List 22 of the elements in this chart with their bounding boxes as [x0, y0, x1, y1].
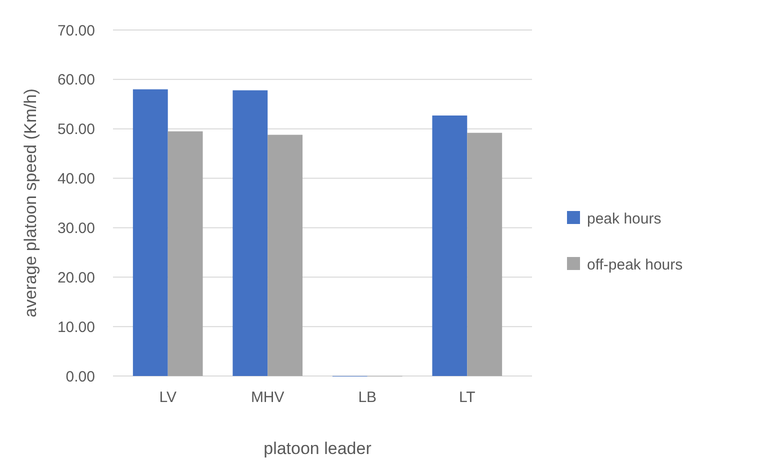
x-tick-label: LB: [358, 389, 377, 406]
bar: [268, 134, 303, 376]
y-tick-label: 10.00: [57, 318, 95, 336]
legend-label: peak hours: [587, 210, 662, 228]
y-tick-label: 20.00: [57, 269, 95, 286]
bar: [467, 132, 502, 376]
y-tick-label: 30.00: [57, 220, 95, 237]
y-tick-label: 0.00: [66, 368, 95, 386]
y-tick-label: 70.00: [57, 22, 95, 40]
y-axis-title: average platoon speed (Km/h): [21, 88, 40, 318]
x-axis-title: platoon leader: [264, 439, 372, 458]
x-tick-label: LV: [159, 389, 176, 406]
y-tick-label: 60.00: [57, 72, 95, 89]
bar: [432, 116, 468, 376]
bar: [132, 89, 168, 376]
bar: [232, 90, 268, 376]
legend-label: off-peak hours: [587, 256, 683, 274]
bar: [168, 131, 203, 376]
y-tick-label: 40.00: [57, 170, 95, 188]
y-tick-label: 50.00: [57, 121, 95, 138]
x-tick-label: LT: [458, 389, 476, 406]
x-tick-label: MHV: [250, 389, 284, 406]
